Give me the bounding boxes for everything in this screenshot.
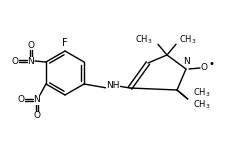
Text: •: • [208, 59, 214, 69]
Text: CH$_3$: CH$_3$ [193, 99, 210, 111]
Text: F: F [62, 38, 68, 48]
Text: O: O [201, 64, 207, 73]
Text: O: O [17, 95, 25, 105]
Text: O: O [27, 41, 34, 51]
Text: CH$_3$: CH$_3$ [193, 87, 210, 99]
Text: O: O [34, 111, 40, 119]
Text: N: N [183, 57, 189, 66]
Text: CH$_3$: CH$_3$ [179, 33, 197, 46]
Text: CH$_3$: CH$_3$ [135, 33, 153, 46]
Text: NH: NH [106, 81, 120, 91]
Text: O: O [12, 57, 18, 66]
Text: N: N [34, 95, 40, 105]
Text: N: N [28, 57, 34, 66]
